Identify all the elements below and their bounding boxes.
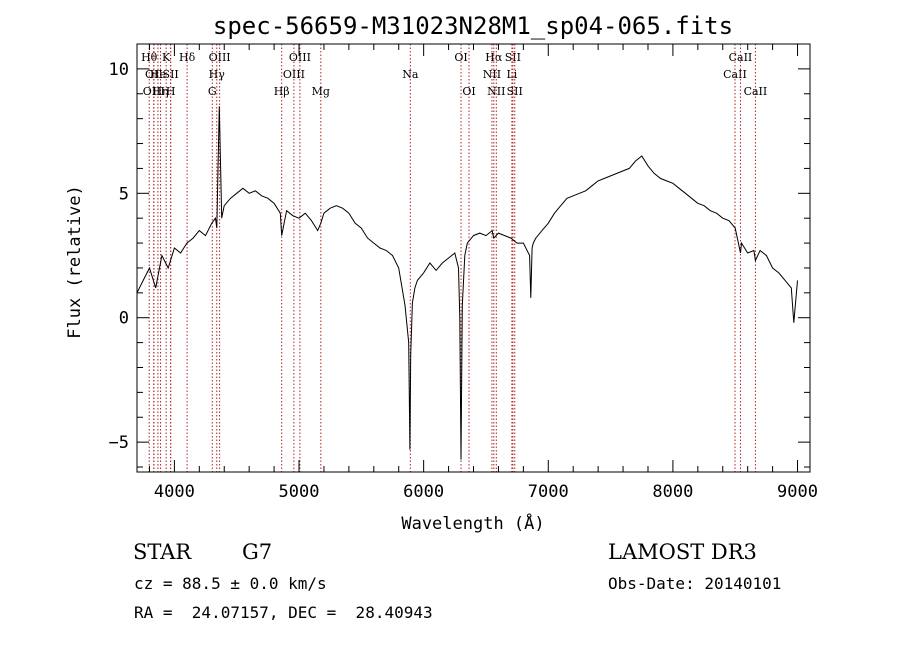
x-tick-label-3: 7000 bbox=[528, 482, 569, 502]
line-marker-label-15: Mg bbox=[312, 85, 330, 98]
y-tick-label-2: 5 bbox=[119, 184, 129, 204]
line-marker-label-26: CaII bbox=[729, 51, 753, 64]
line-marker-label-24: SII bbox=[507, 85, 523, 98]
axes-frame bbox=[136, 43, 811, 473]
survey-name: LAMOST DR3 bbox=[608, 540, 757, 564]
line-marker-label-5: K bbox=[162, 51, 171, 64]
axis-ticks: 4000 5000 6000 7000 8000 9000 −5 0 5 10 bbox=[109, 43, 818, 502]
line-marker-label-16: Na bbox=[402, 68, 419, 81]
line-marker-label-13: OIII bbox=[283, 68, 305, 81]
line-marker-label-10: Hγ bbox=[209, 68, 226, 81]
obs-date: Obs-Date: 20140101 bbox=[608, 574, 782, 593]
object-class: STAR bbox=[133, 540, 192, 564]
redshift-line: cz = 88.5 ± 0.0 km/s bbox=[134, 574, 327, 593]
line-marker-label-23: SII bbox=[505, 51, 521, 64]
line-marker-label-6: SII bbox=[163, 68, 179, 81]
line-marker-label-27: CaII bbox=[744, 85, 768, 98]
x-tick-label-4: 8000 bbox=[652, 482, 693, 502]
object-subclass: G7 bbox=[242, 540, 273, 564]
line-marker-label-7: H bbox=[166, 85, 176, 98]
spectrum-series-line bbox=[136, 106, 798, 460]
line-marker-label-2: OIII bbox=[143, 85, 165, 98]
line-marker-label-17: OI bbox=[454, 51, 467, 64]
x-tick-label-5: 9000 bbox=[777, 482, 818, 502]
x-tick-label-1: 5000 bbox=[279, 482, 320, 502]
line-marker-label-25: CaII bbox=[723, 68, 747, 81]
chart-title: spec-56659-M31023N28M1_sp04-065.fits bbox=[213, 12, 733, 40]
line-marker-label-12: Hβ bbox=[274, 85, 290, 98]
line-markers: Hθ OII OIII He Hη K SII H Hδ G Hγ OIII Hβ OIII OIII Mg N… bbox=[141, 44, 767, 472]
line-marker-label-21: NII bbox=[487, 85, 505, 98]
x-axis-label: Wavelength (Å) bbox=[401, 512, 544, 534]
line-marker-label-9: G bbox=[208, 85, 217, 98]
line-marker-label-11: OIII bbox=[209, 51, 231, 64]
x-tick-label-0: 4000 bbox=[154, 482, 195, 502]
x-tick-label-2: 6000 bbox=[403, 482, 444, 502]
line-marker-label-3: He bbox=[150, 68, 166, 81]
line-marker-label-4: Hη bbox=[152, 85, 168, 98]
y-tick-label-1: 0 bbox=[119, 309, 129, 329]
line-marker-label-22: Li bbox=[506, 68, 517, 81]
y-tick-label-3: 10 bbox=[109, 60, 129, 80]
y-axis-label: Flux (relative) bbox=[65, 185, 85, 339]
line-marker-label-14: OIII bbox=[289, 51, 311, 64]
line-marker-label-8: Hδ bbox=[179, 51, 196, 64]
line-marker-label-1: OII bbox=[145, 68, 163, 81]
line-marker-label-18: OI bbox=[462, 85, 475, 98]
line-marker-label-20: Hα bbox=[485, 51, 503, 64]
line-marker-label-0: Hθ bbox=[141, 51, 158, 64]
ra-dec-line: RA = 24.07157, DEC = 28.40943 bbox=[134, 603, 433, 622]
line-marker-label-19: NII bbox=[483, 68, 501, 81]
y-tick-label-0: −5 bbox=[109, 433, 129, 453]
